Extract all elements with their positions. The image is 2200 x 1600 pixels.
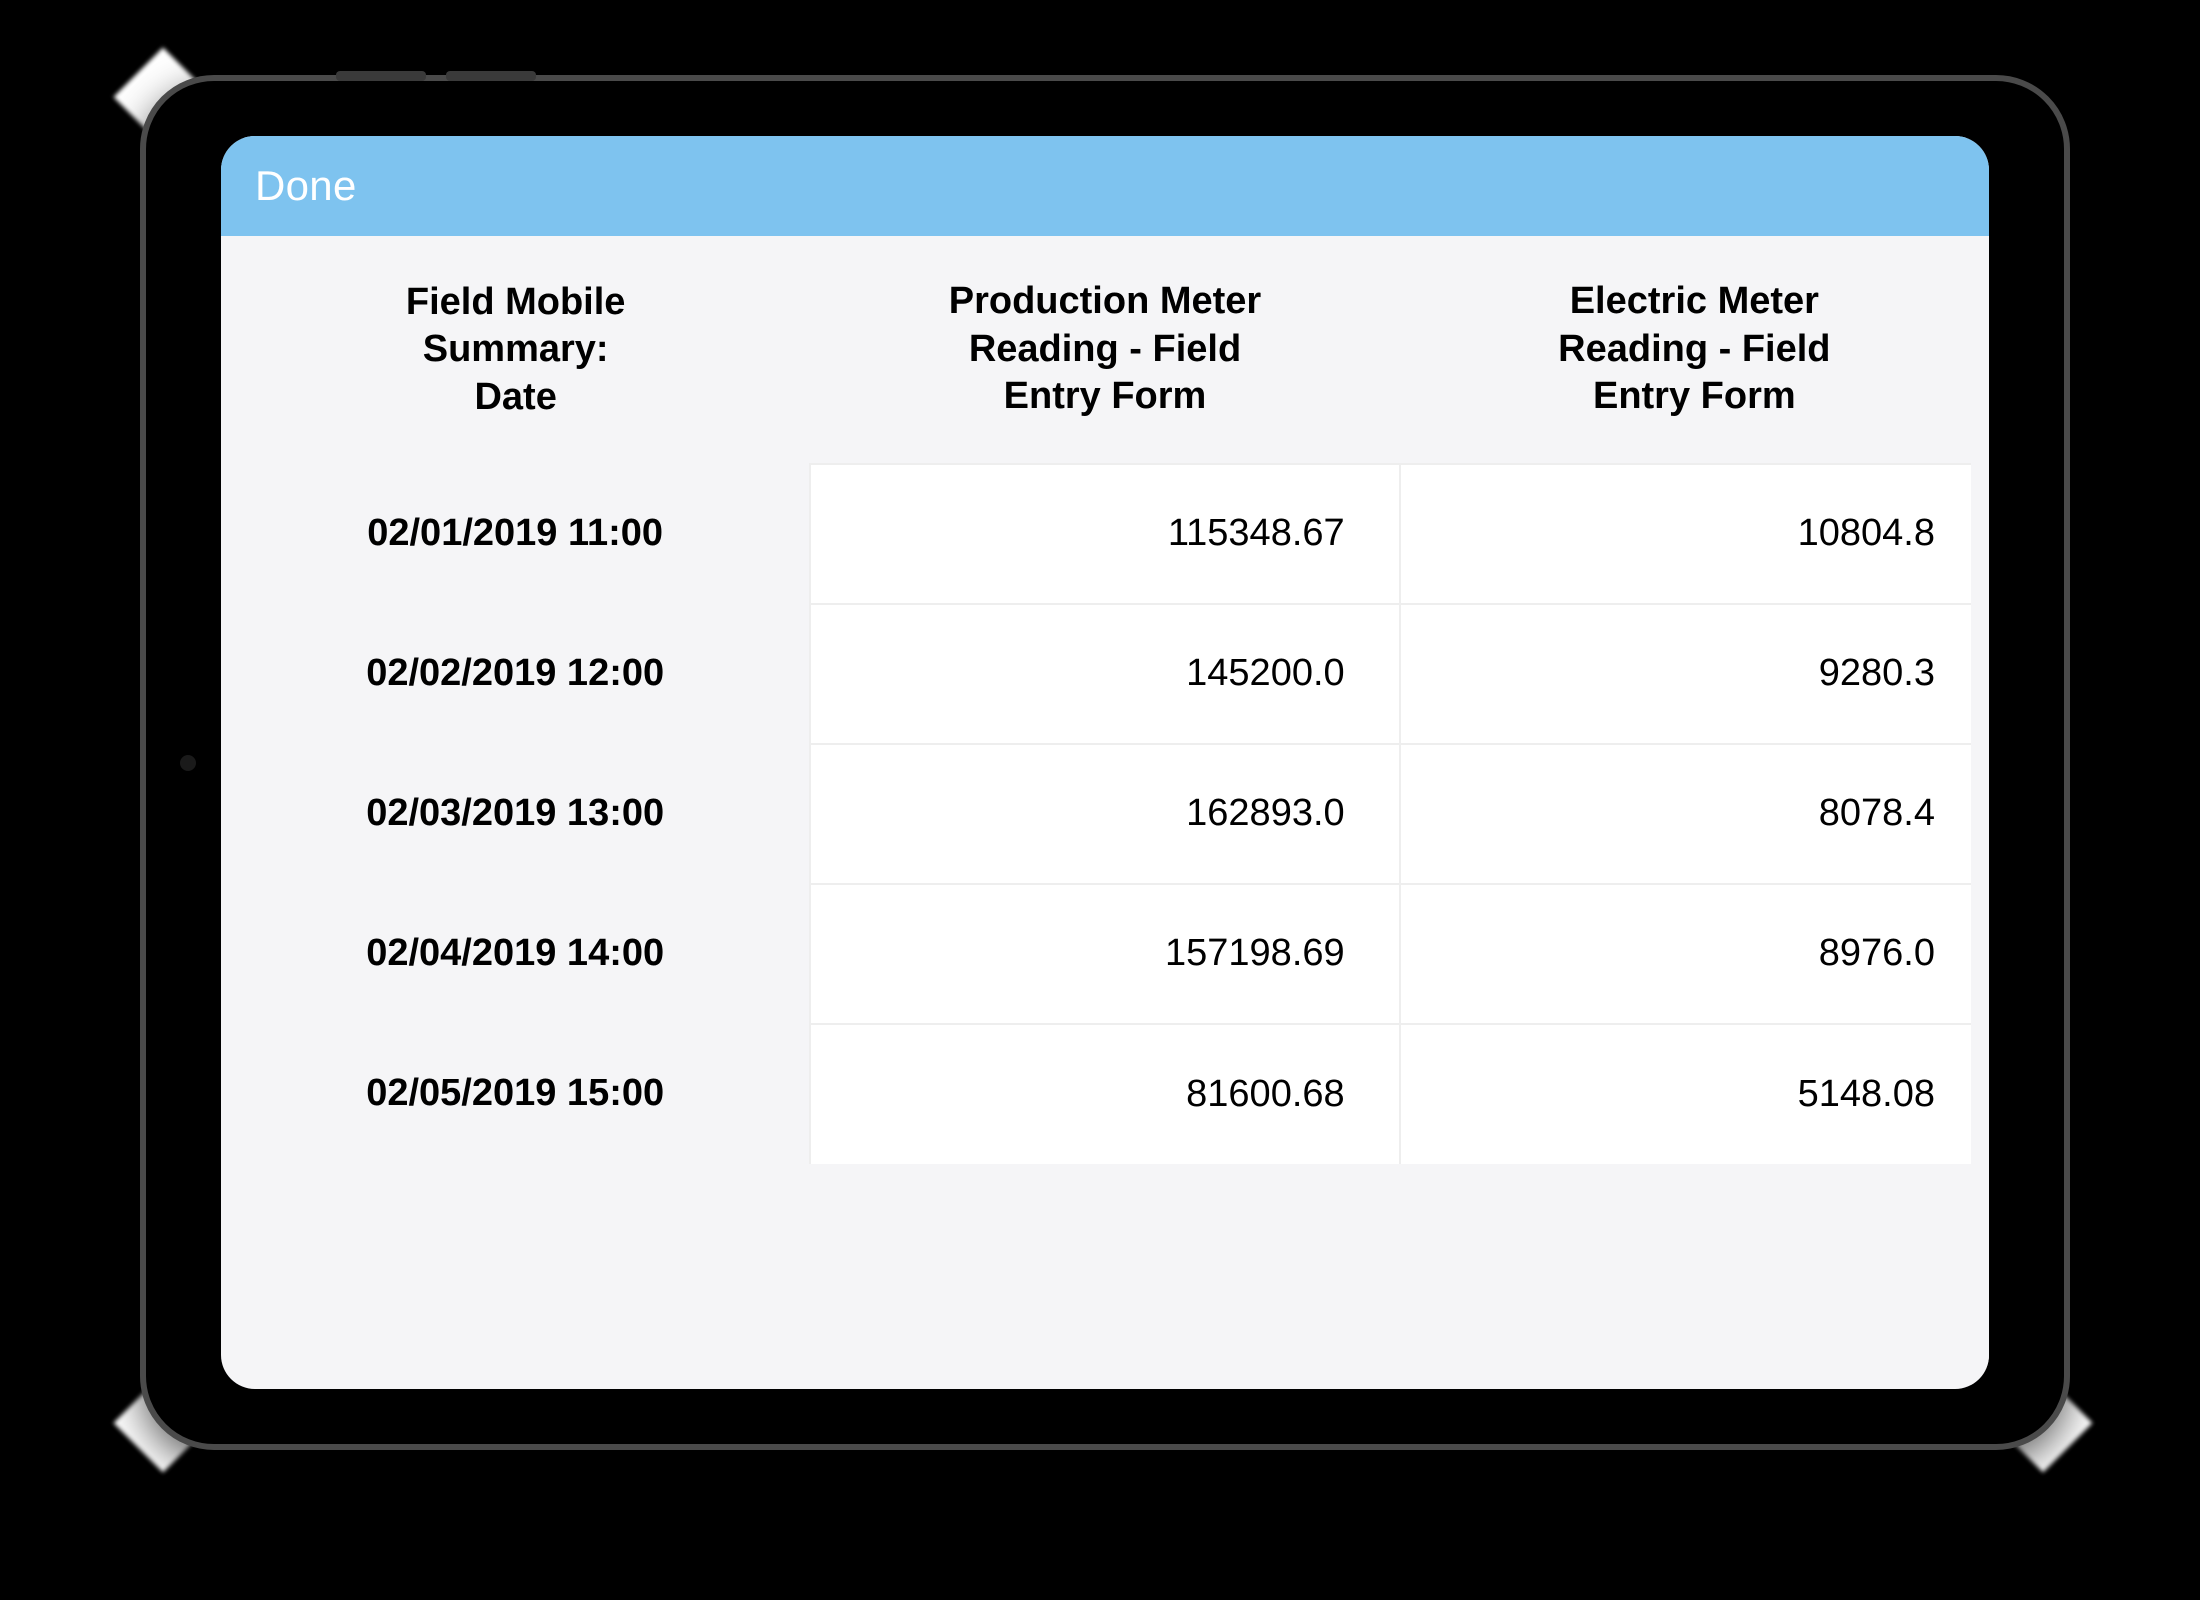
- col-header-line: Electric Meter: [1410, 278, 1979, 326]
- camera-icon: [180, 755, 196, 771]
- col-header-line: Production Meter: [820, 278, 1389, 326]
- cell-production: 145200.0: [810, 604, 1399, 744]
- col-header-date: Field Mobile Summary: Date: [221, 236, 810, 464]
- col-header-line: Field Mobile: [231, 279, 800, 327]
- cell-production: 81600.68: [810, 1024, 1399, 1164]
- cell-production: 157198.69: [810, 884, 1399, 1024]
- cell-electric: 8078.4: [1400, 744, 1989, 884]
- summary-table-container: Field Mobile Summary: Date Production Me…: [221, 236, 1989, 1389]
- cell-date: 02/03/2019 13:00: [221, 744, 810, 884]
- col-header-line: Reading - Field: [820, 326, 1389, 374]
- cell-electric: 9280.3: [1400, 604, 1989, 744]
- device-button: [336, 71, 426, 81]
- table-row: 02/04/2019 14:00 157198.69 8976.0: [221, 884, 1989, 1024]
- table-row: 02/02/2019 12:00 145200.0 9280.3: [221, 604, 1989, 744]
- col-header-line: Summary:: [231, 326, 800, 374]
- cell-electric: 8976.0: [1400, 884, 1989, 1024]
- cell-production: 115348.67: [810, 464, 1399, 604]
- cell-electric: 5148.08: [1400, 1024, 1989, 1164]
- cell-date: 02/02/2019 12:00: [221, 604, 810, 744]
- screen: Done Field Mobile Summary: Date Producti…: [221, 136, 1989, 1389]
- table-row: 02/01/2019 11:00 115348.67 10804.8: [221, 464, 1989, 604]
- col-header-line: Reading - Field: [1410, 326, 1979, 374]
- cell-date: 02/04/2019 14:00: [221, 884, 810, 1024]
- done-button[interactable]: Done: [255, 162, 357, 210]
- col-header-line: Entry Form: [1410, 373, 1979, 421]
- cell-production: 162893.0: [810, 744, 1399, 884]
- cell-date: 02/05/2019 15:00: [221, 1024, 810, 1164]
- tablet-device-frame: Done Field Mobile Summary: Date Producti…: [140, 75, 2070, 1450]
- col-header-line: Date: [231, 374, 800, 422]
- table-row: 02/03/2019 13:00 162893.0 8078.4: [221, 744, 1989, 884]
- col-header-line: Entry Form: [820, 373, 1389, 421]
- header-bar: Done: [221, 136, 1989, 236]
- table-row: 02/05/2019 15:00 81600.68 5148.08: [221, 1024, 1989, 1164]
- col-header-electric: Electric Meter Reading - Field Entry For…: [1400, 236, 1989, 464]
- cell-electric: 10804.8: [1400, 464, 1989, 604]
- cell-date: 02/01/2019 11:00: [221, 464, 810, 604]
- summary-table: Field Mobile Summary: Date Production Me…: [221, 236, 1989, 1164]
- right-gutter: [1971, 236, 1989, 1389]
- device-button: [446, 71, 536, 81]
- col-header-production: Production Meter Reading - Field Entry F…: [810, 236, 1399, 464]
